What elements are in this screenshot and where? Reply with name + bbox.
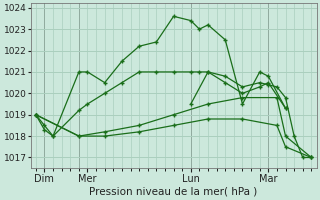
X-axis label: Pression niveau de la mer( hPa ): Pression niveau de la mer( hPa )	[90, 187, 258, 197]
